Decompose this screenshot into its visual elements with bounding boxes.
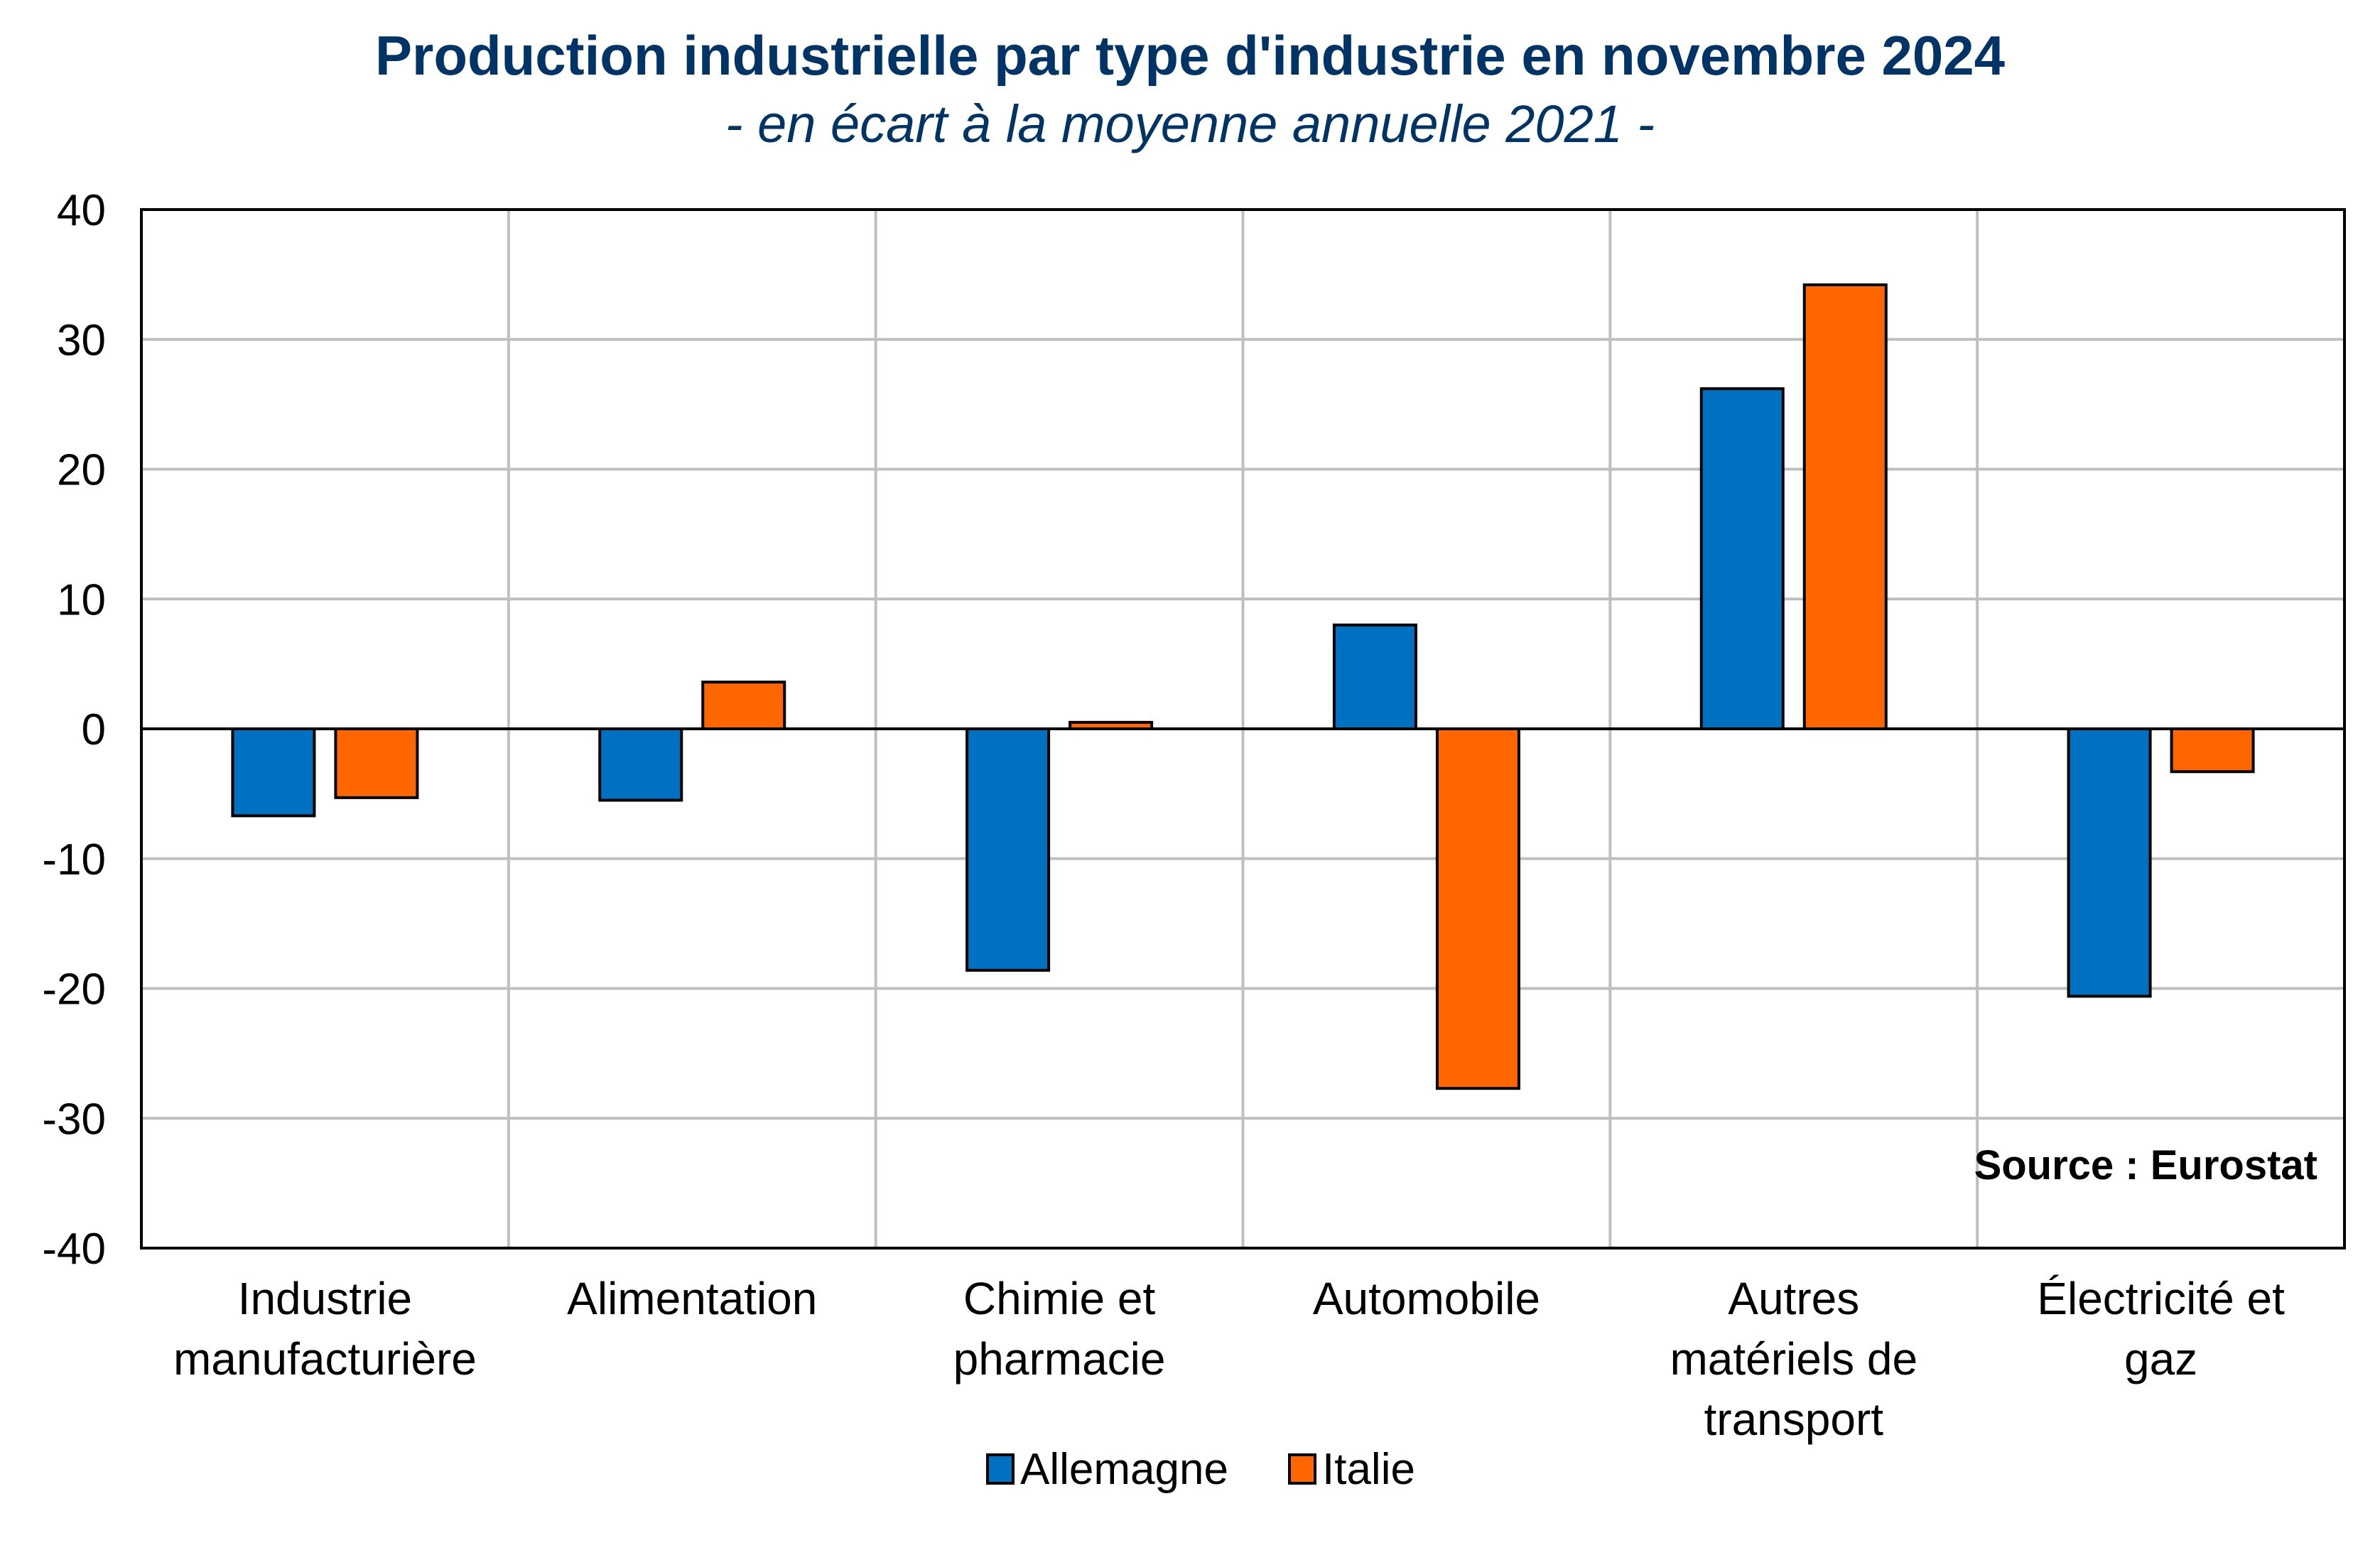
x-tick-label: Autres (1728, 1273, 1859, 1324)
bars (231, 283, 2255, 1090)
y-tick-label: 0 (82, 705, 106, 754)
y-tick-label: 40 (57, 186, 106, 235)
x-tick-label: Automobile (1313, 1273, 1540, 1324)
bar-allemagne-3 (1332, 623, 1417, 730)
axes (140, 208, 2346, 1250)
x-tick-label: pharmacie (953, 1333, 1166, 1384)
x-tick-label: Électricité et (2037, 1273, 2285, 1324)
legend-swatch-italie (1288, 1453, 1316, 1485)
x-tick-label: transport (1704, 1394, 1883, 1445)
bar-allemagne-5 (2067, 727, 2152, 998)
bar-allemagne-1 (598, 727, 683, 802)
legend: Allemagne Italie (986, 1445, 1415, 1494)
y-tick-label: -30 (42, 1095, 106, 1144)
x-tick-label: manufacturière (173, 1333, 477, 1384)
legend-label-italie: Italie (1322, 1445, 1415, 1494)
source-annotation: Source : Eurostat (1974, 1142, 2317, 1188)
chart-title: Production industrielle par type d'indus… (375, 24, 2005, 87)
tick-labels: -40 -30 -20 -10 0 10 20 30 40 Industrie manufactur… (42, 186, 2285, 1445)
bar-allemagne-0 (231, 727, 316, 818)
x-tick-label: Alimentation (567, 1273, 817, 1324)
bar-italie-0 (334, 727, 419, 799)
y-tick-label: -40 (42, 1225, 106, 1274)
legend-label-allemagne: Allemagne (1020, 1445, 1228, 1494)
x-tick-label: Chimie et (963, 1273, 1156, 1324)
bar-italie-4 (1802, 283, 1888, 730)
y-tick-label: 20 (57, 446, 106, 495)
grid (141, 210, 2344, 1248)
x-tick-label: gaz (2124, 1333, 2197, 1384)
y-tick-label: -10 (42, 835, 106, 884)
legend-swatch-allemagne (986, 1453, 1015, 1485)
y-tick-label: 30 (57, 316, 106, 365)
x-tick-label: matériels de (1670, 1333, 1917, 1384)
bar-italie-3 (1435, 727, 1520, 1090)
chart-subtitle: - en écart à la moyenne annuelle 2021 - (725, 94, 1655, 153)
bar-allemagne-2 (965, 727, 1051, 972)
bar-allemagne-4 (1699, 387, 1785, 730)
x-tick-label: Industrie (238, 1273, 412, 1324)
y-tick-label: 10 (57, 575, 106, 624)
bar-italie-5 (2170, 727, 2255, 774)
y-tick-label: -20 (42, 965, 106, 1014)
bar-italie-1 (701, 681, 786, 731)
